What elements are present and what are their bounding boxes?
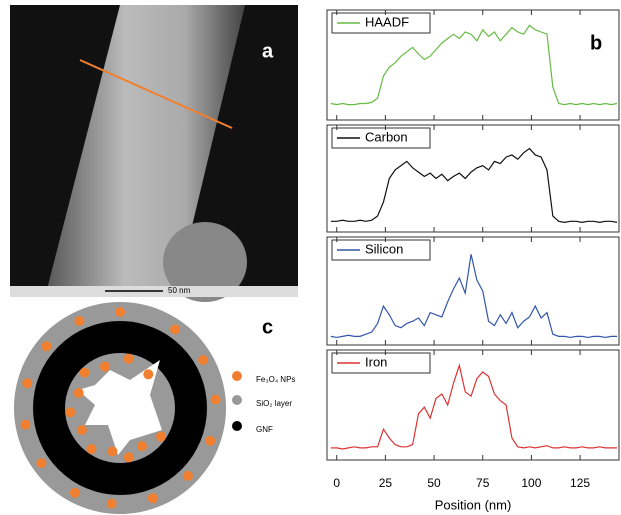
plot-frame [326,349,620,461]
legend-box [331,239,431,261]
nanoparticle [170,324,181,335]
nanoparticle [74,315,85,326]
line-scan [79,59,233,129]
nanoparticle [182,470,193,481]
x-tick-label: 75 [476,476,490,490]
legend-swatch [232,421,242,431]
panel-label: b [590,32,602,54]
legend-box [331,352,431,374]
nanoparticle [86,443,97,454]
nanoparticle [143,369,154,380]
panel-label: a [262,40,274,62]
legend-swatch [232,395,242,405]
nanoparticle [79,367,90,378]
x-tick-label: 50 [427,476,441,490]
nanoparticle [22,378,33,389]
nanoparticle [65,407,76,418]
legend-box [331,12,431,34]
nanoparticle [147,493,158,504]
nanoparticle [210,394,221,405]
nanoparticle [123,353,134,364]
nanoparticle [36,458,47,469]
x-tick-label: 100 [521,476,541,490]
fiber [45,5,245,297]
legend-label: HAADF [365,14,409,29]
x-axis-label: Position (nm) [435,497,512,512]
nanoparticle [20,419,31,430]
legend-label: Carbon [365,129,408,144]
nanoparticle [198,355,209,365]
diagram [14,302,226,514]
plot-frame [326,9,620,121]
nanoparticle [41,341,52,352]
x-tick-label: 25 [379,476,393,490]
panel-label: c [262,316,273,338]
nanoparticle [99,361,110,372]
nanoparticle [137,441,147,452]
legend-label: Fe₃O₄ NPs [256,375,295,384]
nanoparticle [73,387,84,398]
nanoparticle [115,307,125,317]
nanoparticle [123,452,134,463]
legend-box [331,127,431,149]
nanoparticle [69,487,80,498]
legend-label: GNF [256,425,273,434]
plot-frame [326,236,620,346]
profile-line [330,147,618,223]
nanoparticle [107,446,118,457]
legend-swatch [232,371,242,381]
legend-label: Iron [365,354,387,369]
x-tick-label: 125 [570,476,590,490]
profile-line [330,24,618,106]
particle [163,222,247,302]
x-tick-label: 0 [333,476,340,490]
profile-line [330,254,618,339]
nanoparticle [106,498,117,509]
nanoparticle [76,425,87,435]
legend-label: SiO₂ layer [256,399,292,408]
plot-frame [326,124,620,233]
legend-label: Silicon [365,241,403,256]
profile-line [330,363,618,450]
scale-label: 50 nm [168,286,191,295]
nanoparticle [205,435,216,446]
nanoparticle [155,431,166,442]
cavity [78,360,162,455]
